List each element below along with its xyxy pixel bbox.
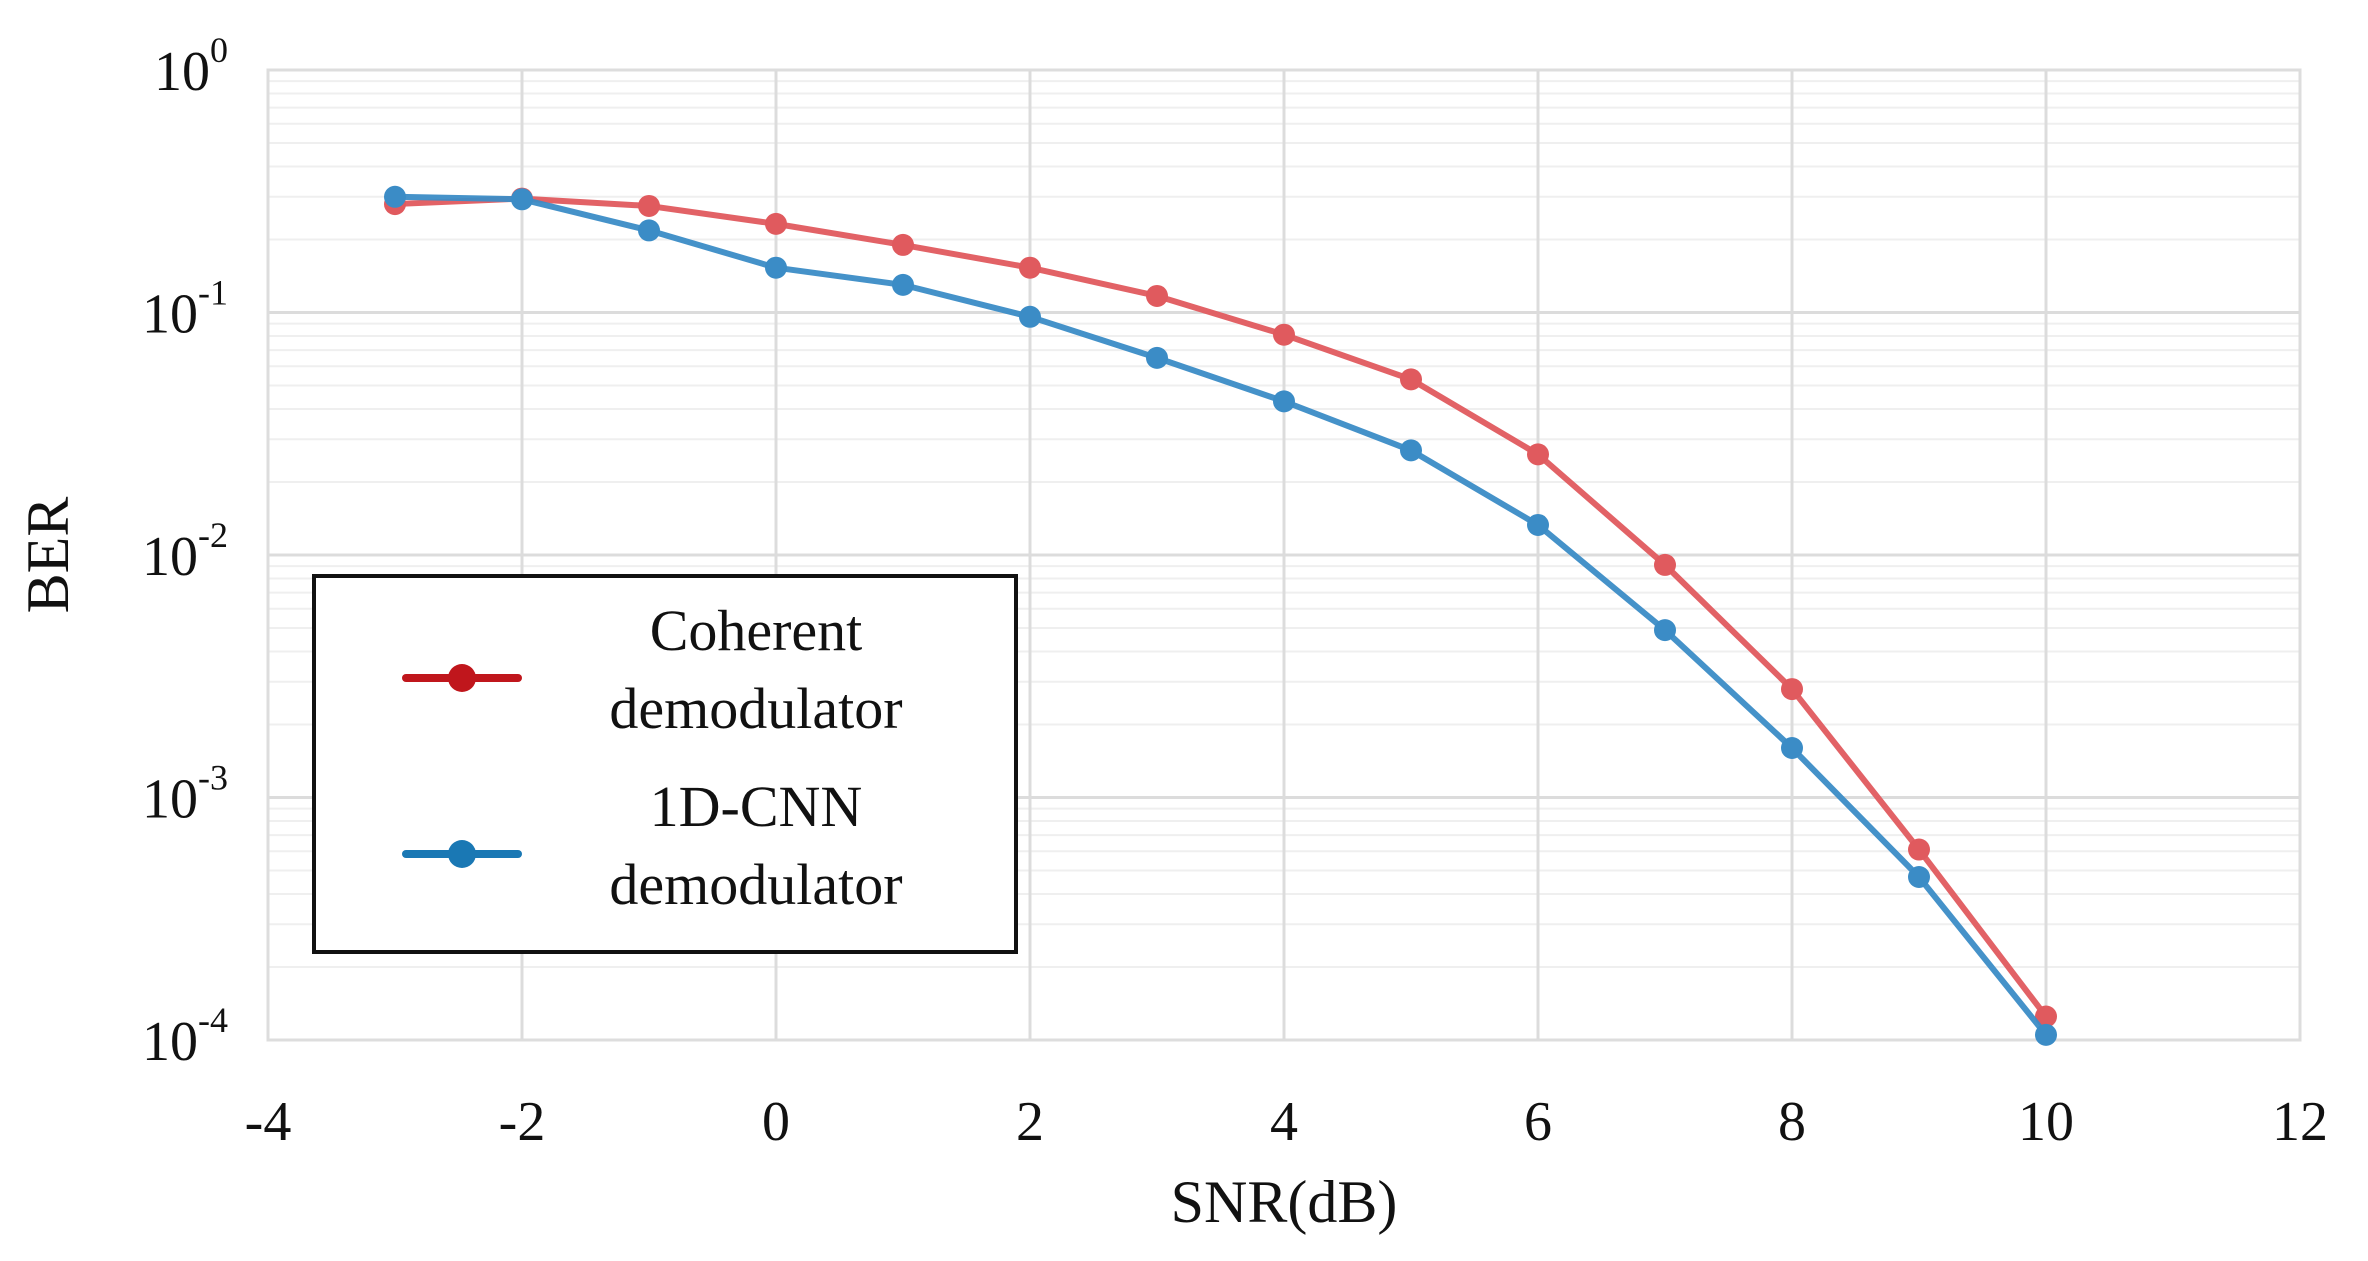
legend-label: demodulator: [609, 852, 902, 917]
data-point: [1019, 256, 1041, 279]
data-point: [1908, 866, 1930, 889]
legend-item-coherent: Coherent demodulator: [402, 598, 903, 741]
x-tick-label: 12: [2272, 1091, 2328, 1153]
data-point: [1654, 619, 1676, 642]
data-point: [2035, 1005, 2057, 1028]
data-point: [1400, 368, 1422, 391]
data-point: [638, 219, 660, 242]
y-tick-label: 100: [154, 30, 228, 103]
legend-item-1d-cnn: 1D-CNN demodulator: [402, 774, 903, 917]
data-point: [1400, 439, 1422, 462]
series-layer: [384, 185, 2057, 1046]
x-tick-label: 10: [2018, 1091, 2074, 1153]
legend-label: Coherent: [650, 598, 863, 663]
x-tick-label: 8: [1778, 1091, 1806, 1153]
y-tick-label: 10-1: [142, 273, 228, 346]
data-point: [1654, 553, 1676, 576]
y-tick-label: 10-2: [142, 515, 228, 588]
data-point: [511, 188, 533, 211]
data-point: [892, 233, 914, 256]
legend-box: [312, 574, 1018, 954]
data-point: [765, 212, 787, 235]
series-line: [394, 193, 2049, 1037]
data-point: [1273, 323, 1295, 346]
data-point: [1273, 390, 1295, 413]
data-point: [1781, 737, 1803, 760]
y-tick-label: 10-3: [142, 758, 228, 831]
data-point: [1019, 305, 1041, 328]
data-point: [2035, 1023, 2057, 1046]
data-point: [1527, 513, 1549, 536]
x-tick-labels: -4 -2 0 2 4 6 8 10 12: [245, 1091, 2328, 1153]
series-line: [394, 195, 2049, 1019]
legend-label: 1D-CNN: [650, 774, 863, 839]
data-point: [638, 194, 660, 217]
data-point: [1527, 443, 1549, 466]
data-point: [384, 185, 406, 208]
x-tick-label: 0: [762, 1091, 790, 1153]
plot-frame: [266, 68, 2302, 1042]
x-tick-label: -4: [245, 1091, 292, 1153]
series-coherent: [384, 187, 2057, 1028]
legend-label: demodulator: [609, 676, 902, 741]
x-tick-label: 6: [1524, 1091, 1552, 1153]
legend: Coherent demodulator 1D-CNN demodulator: [312, 574, 1018, 954]
series-1d-cnn: [384, 185, 2057, 1046]
data-point: [892, 273, 914, 296]
x-tick-label: 4: [1270, 1091, 1298, 1153]
x-tick-label: -2: [499, 1091, 546, 1153]
x-tick-label: 2: [1016, 1091, 1044, 1153]
x-axis-title: SNR(dB): [1171, 1169, 1398, 1235]
data-point: [1146, 284, 1168, 307]
y-axis-title: BER: [15, 497, 81, 614]
y-tick-labels: 100 10-1 10-2 10-3 10-4: [142, 30, 228, 1073]
data-point: [1146, 346, 1168, 369]
y-tick-label: 10-4: [142, 1000, 228, 1073]
data-point: [1781, 678, 1803, 701]
data-point: [1908, 838, 1930, 861]
legend-marker: [448, 840, 476, 868]
data-point: [765, 256, 787, 279]
legend-marker: [448, 664, 476, 692]
